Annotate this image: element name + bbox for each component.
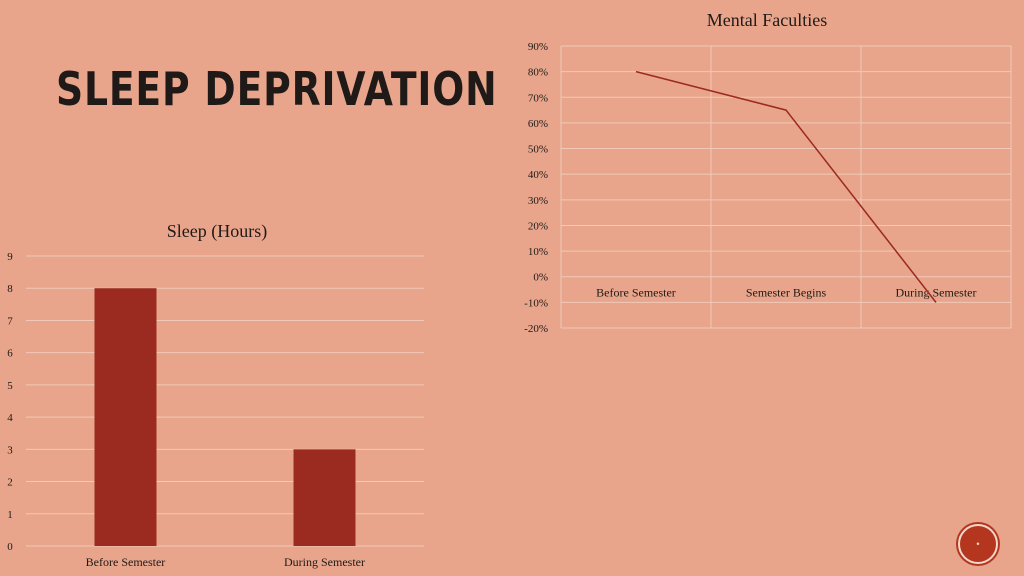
line-chart-y-ticks: -20% -10% 0% 10% 20% 30% 40% 50% 60% 70% 80% 90% (524, 41, 548, 335)
line-y-tick-label: 10% (528, 246, 548, 258)
bar-y-tick-label: 3 (7, 444, 13, 456)
bar-y-tick-label: 9 (7, 251, 13, 263)
mental-line-chart: Mental Faculties -20% -10% 0% 10% 20% 30% 40% 5… (524, 10, 1012, 335)
bar-y-tick-label: 7 (7, 315, 13, 327)
bar (293, 449, 356, 546)
line-y-tick-label: 70% (528, 92, 548, 104)
bar-y-tick-label: 2 (7, 477, 13, 489)
bar-y-tick-label: 8 (7, 283, 13, 295)
bar-y-tick-label: 0 (7, 541, 13, 553)
line-y-tick-label: -20% (524, 323, 548, 335)
bar-y-tick-label: 1 (7, 509, 13, 521)
line-series (635, 70, 937, 303)
line-y-tick-label: 80% (528, 67, 548, 79)
line-chart-title: Mental Faculties (707, 10, 827, 30)
line-y-tick-label: 60% (528, 118, 548, 130)
line-y-tick-label: 0% (533, 272, 548, 284)
bar-chart-title: Sleep (Hours) (167, 221, 267, 242)
slide-number-badge: • (958, 524, 998, 564)
line-y-tick-label: 50% (528, 144, 548, 156)
bar-chart-y-ticks: 0 1 2 3 4 5 6 7 8 9 (7, 251, 13, 553)
slide-title: SLEEP DEPRIVATION (56, 62, 498, 116)
line-x-tick-label: During Semester (896, 286, 977, 300)
line-x-tick-label: Before Semester (596, 286, 676, 300)
bar-chart-x-ticks: Before Semester During Semester (86, 555, 365, 569)
bar-y-tick-label: 5 (7, 380, 13, 392)
bar-chart-gridlines (26, 255, 424, 547)
line-y-tick-label: 30% (528, 195, 548, 207)
badge-icon: • (976, 539, 980, 549)
bar-y-tick-label: 6 (7, 348, 13, 360)
line-chart-gridlines (560, 45, 1012, 329)
sleep-bar-chart: Sleep (Hours) 0 1 2 3 4 5 6 7 8 9 Before Semester… (7, 221, 424, 569)
bar-chart-bars (94, 288, 356, 546)
bar-y-tick-label: 4 (7, 412, 13, 424)
line-chart-x-ticks: Before Semester Semester Begins During Sem… (596, 286, 976, 300)
line-y-tick-label: 20% (528, 220, 548, 232)
line-y-tick-label: 90% (528, 41, 548, 53)
line-y-tick-label: 40% (528, 169, 548, 181)
line-x-tick-label: Semester Begins (746, 286, 827, 300)
bar-x-tick-label: During Semester (284, 555, 365, 569)
line-chart-series (635, 70, 937, 303)
line-y-tick-label: -10% (524, 297, 548, 309)
bar-x-tick-label: Before Semester (86, 555, 166, 569)
bar (94, 288, 157, 546)
